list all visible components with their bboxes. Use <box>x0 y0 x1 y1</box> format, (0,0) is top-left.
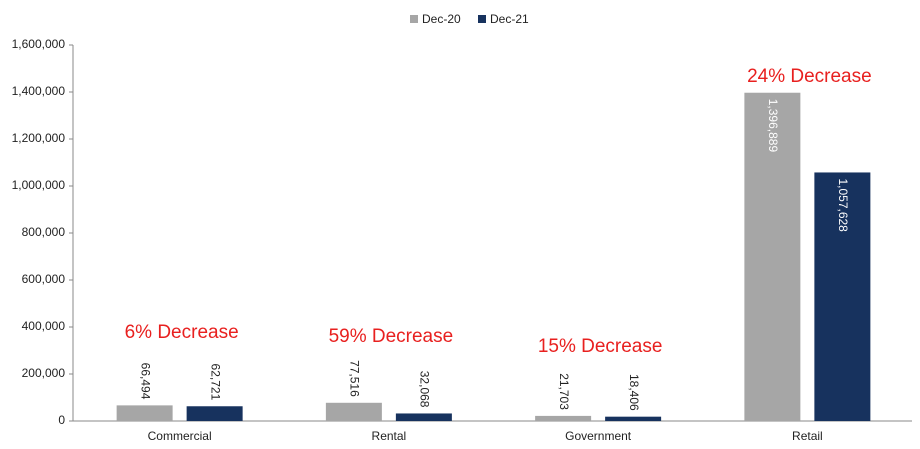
y-tick-label: 1,600,000 <box>12 37 66 51</box>
y-tick-label: 200,000 <box>22 366 66 380</box>
bar <box>744 92 801 422</box>
annotation: 15% Decrease <box>538 336 663 357</box>
value-label: 1,057,628 <box>836 178 850 232</box>
legend-swatch <box>478 15 486 23</box>
value-label: 21,703 <box>557 373 571 410</box>
x-tick-label: Commercial <box>148 429 212 443</box>
y-tick-label: 0 <box>58 413 65 427</box>
legend-label: Dec-21 <box>490 12 529 26</box>
y-tick-label: 1,400,000 <box>12 84 66 98</box>
value-label: 18,406 <box>627 374 641 411</box>
y-tick-label: 800,000 <box>22 225 66 239</box>
y-tick-label: 1,000,000 <box>12 178 66 192</box>
legend-swatch <box>410 15 418 23</box>
bar <box>605 416 662 421</box>
x-tick-label: Rental <box>372 429 407 443</box>
y-tick-label: 600,000 <box>22 272 66 286</box>
annotation: 59% Decrease <box>329 326 454 347</box>
value-label: 77,516 <box>348 360 362 397</box>
bar <box>186 406 243 421</box>
value-label: 32,068 <box>418 371 432 408</box>
y-tick-label: 1,200,000 <box>12 131 66 145</box>
value-label: 62,721 <box>208 364 222 401</box>
y-tick-label: 400,000 <box>22 319 66 333</box>
bar <box>325 402 382 421</box>
legend-label: Dec-20 <box>422 12 461 26</box>
value-label: 1,396,889 <box>766 99 780 153</box>
bar <box>395 413 452 421</box>
bar <box>814 172 871 421</box>
value-label: 66,494 <box>138 363 152 400</box>
annotation: 6% Decrease <box>125 322 239 343</box>
x-tick-label: Government <box>565 429 632 443</box>
bar <box>535 415 592 421</box>
x-tick-label: Retail <box>792 429 823 443</box>
bar <box>116 405 173 421</box>
annotation: 24% Decrease <box>747 66 872 87</box>
